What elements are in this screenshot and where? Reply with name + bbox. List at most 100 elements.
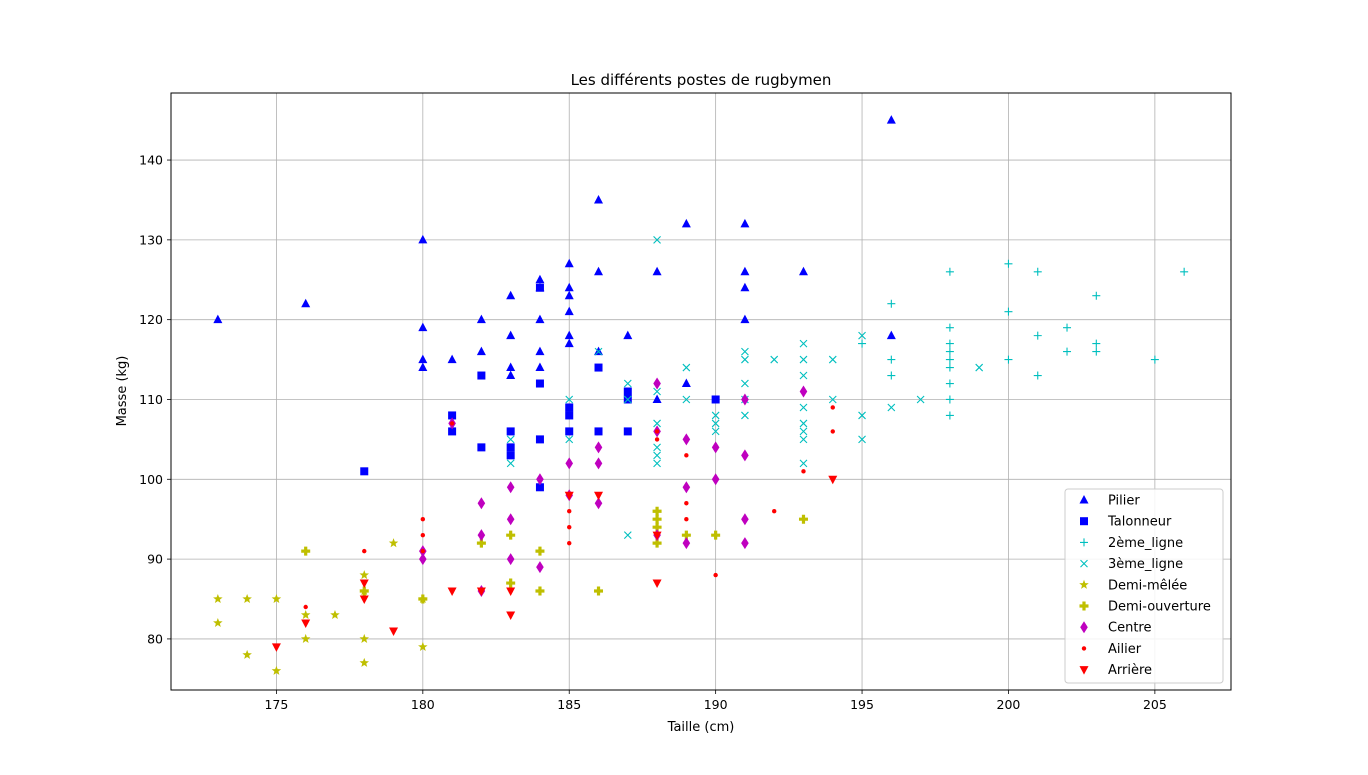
- data-point: [300, 609, 311, 620]
- data-point: [476, 314, 486, 324]
- data-point: [1092, 347, 1101, 356]
- legend-item: 2ème_ligne: [1080, 536, 1183, 551]
- data-point: [271, 643, 281, 652]
- data-point: [799, 355, 808, 364]
- y-tick-label: 130: [139, 232, 163, 247]
- data-point: [654, 429, 660, 434]
- data-point: [476, 538, 486, 548]
- data-point: [359, 595, 369, 605]
- legend-item: Talonneur: [1080, 515, 1172, 530]
- data-point: [945, 323, 954, 332]
- data-point: [741, 393, 749, 406]
- y-tick-label: 110: [139, 392, 163, 407]
- x-tick-label: 180: [411, 697, 435, 712]
- x-tick-label: 195: [850, 697, 874, 712]
- data-point: [506, 443, 515, 452]
- data-point: [711, 441, 720, 454]
- data-point: [799, 371, 808, 380]
- data-point: [418, 594, 428, 604]
- data-point: [1092, 339, 1101, 348]
- x-tick-label: 200: [997, 697, 1021, 712]
- data-point: [1150, 355, 1159, 364]
- x-tick-label: 190: [704, 697, 728, 712]
- data-point: [242, 594, 252, 604]
- data-point: [653, 387, 661, 396]
- data-point: [652, 394, 662, 403]
- data-point: [652, 538, 662, 548]
- legend-label: Ailier: [1108, 642, 1142, 657]
- data-point: [567, 524, 572, 530]
- legend-item: Pilier: [1079, 494, 1140, 509]
- data-point: [213, 617, 223, 627]
- data-point: [448, 411, 457, 420]
- legend-label: Talonneur: [1107, 515, 1172, 530]
- data-point: [535, 274, 545, 284]
- data-point: [535, 379, 544, 388]
- data-point: [1033, 331, 1042, 340]
- data-point: [886, 115, 896, 124]
- legend-label: 3ème_ligne: [1108, 557, 1183, 572]
- series-3ème_ligne: [506, 235, 984, 540]
- data-point: [535, 586, 545, 596]
- data-point: [418, 234, 428, 244]
- data-point: [682, 481, 691, 494]
- data-point: [303, 604, 308, 610]
- legend-item: Ailier: [1081, 642, 1142, 657]
- x-tick-label: 205: [1143, 697, 1167, 712]
- data-point: [887, 403, 896, 412]
- data-point: [594, 441, 603, 454]
- data-point: [359, 570, 370, 580]
- data-point: [945, 355, 954, 364]
- legend-marker: [1079, 579, 1089, 589]
- data-point: [945, 379, 954, 388]
- data-point: [506, 290, 516, 300]
- legend-label: 2ème_ligne: [1108, 536, 1183, 551]
- data-point: [476, 346, 486, 356]
- data-point: [653, 459, 661, 468]
- data-point: [772, 509, 777, 514]
- data-point: [564, 491, 574, 501]
- data-point: [887, 355, 896, 364]
- data-point: [506, 370, 516, 380]
- chart-title: Les différents postes de rugbymen: [571, 71, 832, 89]
- legend-marker: [1080, 559, 1088, 568]
- data-point: [301, 619, 311, 628]
- data-point: [682, 395, 691, 404]
- data-point: [652, 514, 662, 524]
- data-point: [213, 594, 223, 604]
- data-point: [653, 377, 661, 390]
- legend-item: Arrière: [1079, 663, 1152, 678]
- data-point: [448, 427, 457, 436]
- y-tick-label: 100: [139, 472, 163, 487]
- data-point: [711, 395, 720, 404]
- data-point: [535, 346, 545, 356]
- data-point: [506, 578, 516, 588]
- data-point: [653, 235, 661, 244]
- data-point: [536, 561, 544, 574]
- series-Arrière: [271, 475, 838, 652]
- legend-marker: [1079, 495, 1089, 504]
- data-point: [945, 411, 954, 420]
- data-point: [684, 501, 689, 506]
- data-point: [362, 548, 367, 554]
- data-point: [565, 427, 574, 436]
- data-point: [681, 530, 691, 540]
- data-point: [741, 379, 749, 388]
- data-point: [535, 314, 545, 324]
- data-point: [418, 354, 428, 364]
- legend-label: Demi-mêlée: [1108, 578, 1187, 593]
- data-point: [975, 363, 984, 372]
- data-point: [1004, 355, 1013, 364]
- data-point: [1004, 259, 1013, 268]
- data-point: [477, 443, 486, 452]
- data-point: [713, 572, 718, 578]
- data-point: [623, 427, 632, 436]
- data-point: [418, 362, 428, 372]
- series-2ème_ligne: [858, 259, 1189, 420]
- data-point: [536, 473, 544, 486]
- legend-item: Demi-ouverture: [1079, 600, 1211, 615]
- data-point: [477, 497, 486, 510]
- data-point: [798, 514, 808, 524]
- data-point: [535, 362, 545, 372]
- data-point: [711, 411, 720, 420]
